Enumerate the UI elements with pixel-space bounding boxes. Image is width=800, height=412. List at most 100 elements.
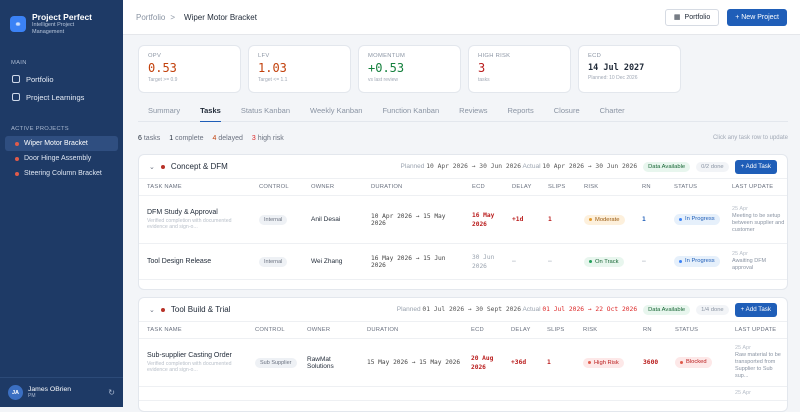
column-header-risk: RISK (583, 327, 598, 333)
user-name: James OBrien (28, 386, 72, 393)
add-task-button[interactable]: + Add Task (734, 302, 777, 317)
last-update-text: Raw material to be transported from Supp… (735, 352, 781, 379)
chevron-down-icon[interactable]: ⌄ (149, 306, 155, 314)
column-header-duration: DURATION (371, 184, 403, 190)
task-duration: 15 May 2026 → 15 May 2026 (367, 359, 461, 366)
summary-tasks: 6 tasks (138, 135, 161, 142)
grid-icon: ▦ (673, 14, 681, 21)
planned-dates: 10 Apr 2026 → 30 Jun 2026 (426, 163, 521, 170)
user-profile[interactable]: JA James OBrien PM ↻ (0, 377, 123, 407)
status-dot-icon (15, 156, 19, 161)
table-cell: In Progress (666, 256, 724, 267)
portfolio-button-label: Portfolio (684, 13, 711, 21)
done-count-badge: 1/4 done (696, 304, 729, 315)
sidebar-project-door-hinge-assembly[interactable]: Door Hinge Assembly (5, 151, 118, 166)
new-project-button[interactable]: + New Project (727, 8, 787, 26)
tab-closure[interactable]: Closure (553, 106, 580, 115)
main-section-label: MAIN (11, 60, 27, 66)
kpi-value: 1.03 (258, 61, 287, 75)
actual-label: Actual (522, 306, 541, 313)
breadcrumb-current: Wiper Motor Bracket (184, 12, 257, 22)
task-ecd: 20 Aug 2026 (471, 354, 494, 371)
column-header-slips: SLIPS (547, 327, 565, 333)
table-header: TASK NAME CONTROL OWNER DURATION ECD DELAY SLI… (139, 179, 787, 196)
tab-summary[interactable]: Summary (148, 106, 181, 115)
column-header-delay: DELAY (512, 184, 532, 190)
kpi-card-lfv: LFV 1.03 Target <= 1.1 (248, 45, 351, 93)
tab-weekly-kanban[interactable]: Weekly Kanban (310, 106, 363, 115)
tab-reviews[interactable]: Reviews (459, 106, 488, 115)
tab-function-kanban[interactable]: Function Kanban (382, 106, 440, 115)
tab-reports[interactable]: Reports (507, 106, 534, 115)
table-cell: Anil Desai (303, 216, 363, 223)
table-cell: Moderate (576, 214, 634, 225)
tab-tasks[interactable]: Tasks (200, 106, 221, 122)
planned-label: Planned (396, 306, 421, 313)
breadcrumb: Portfolio > Wiper Motor Bracket (136, 13, 257, 22)
table-cell: +1d (504, 216, 540, 223)
table-cell: Sub Supplier (247, 357, 299, 368)
planned-dates: 01 Jul 2026 → 30 Sept 2026 (422, 306, 521, 313)
last-update-date: 25 Apr (735, 390, 751, 396)
column-header-duration: DURATION (367, 327, 399, 333)
table-cell: On Track (576, 256, 634, 267)
sidebar: ⚭ Project Perfect Intelligent Project Ma… (0, 0, 123, 407)
table-row[interactable]: DFM Study & Approval Verified completion … (139, 196, 787, 244)
kpi-sub: tasks (478, 77, 490, 83)
table-cell: 15 May 2026 → 15 May 2026 (359, 359, 463, 366)
column-header-status: STATUS (674, 184, 698, 190)
sidebar-project-wiper-motor-bracket[interactable]: Wiper Motor Bracket (5, 136, 118, 151)
kpi-value: 14 Jul 2027 (588, 63, 645, 73)
active-projects-label: ACTIVE PROJECTS (11, 126, 69, 132)
project-label: Door Hinge Assembly (24, 155, 92, 162)
kpi-cards: OPV 0.53 Target >= 0.9 LFV 1.03 Target <= 1.1… (138, 45, 681, 93)
task-delay: +1d (512, 216, 524, 223)
table-cell: Sub-supplier Casting Order Verified compl… (139, 352, 247, 374)
sidebar-item-project-learnings[interactable]: Project Learnings (0, 88, 123, 106)
sidebar-item-label: Project Learnings (26, 92, 85, 102)
phase-dates: Planned 10 Apr 2026 → 30 Jun 2026 Actual… (401, 163, 638, 170)
risk-dot-icon (589, 218, 592, 221)
sidebar-item-portfolio[interactable]: Portfolio (0, 70, 123, 88)
task-name: DFM Study & Approval (147, 208, 218, 216)
table-row[interactable]: 25 Apr (139, 387, 787, 401)
app-tagline: Intelligent Project Management (32, 22, 75, 35)
column-header-risk: RISK (584, 184, 599, 190)
table-cell: In Progress (666, 214, 724, 225)
table-cell: Blocked (667, 357, 727, 368)
topbar: Portfolio > Wiper Motor Bracket ▦ Portfolio… (123, 0, 800, 35)
add-task-button[interactable]: + Add Task (734, 159, 777, 174)
task-rn: 3600 (643, 359, 659, 366)
actual-dates: 01 Jul 2026 → 22 Oct 2026 (542, 306, 638, 313)
sidebar-project-steering-column-bracket[interactable]: Steering Column Bracket (5, 166, 118, 181)
task-duration: 16 May 2026 → 15 Jun 2026 (371, 254, 446, 269)
chevron-down-icon[interactable]: ⌄ (149, 163, 155, 171)
status-label: In Progress (685, 216, 715, 222)
tab-status-kanban[interactable]: Status Kanban (240, 106, 291, 115)
tab-charter[interactable]: Charter (599, 106, 625, 115)
column-header-delay: DELAY (511, 327, 531, 333)
table-cell: Tool Design Release (139, 258, 251, 265)
last-update: 25 Apr Awaiting DFM approval (732, 251, 786, 272)
table-cell: 25 Apr Raw material to be transported fro… (727, 345, 785, 380)
column-header-last-update: LAST UPDATE (732, 184, 774, 190)
brand[interactable]: ⚭ Project Perfect Intelligent Project Ma… (0, 0, 123, 44)
portfolio-button[interactable]: ▦ Portfolio (664, 8, 720, 26)
table-row[interactable]: Tool Design Release Internal Wei Zhang 16 M… (139, 244, 787, 280)
data-available-badge: Data Available (643, 161, 691, 172)
table-row[interactable]: Sub-supplier Casting Order Verified compl… (139, 339, 787, 387)
logout-icon[interactable]: ↻ (108, 388, 115, 397)
status-dot-icon (15, 171, 19, 176)
kpi-sub: Planned: 10 Dec 2026 (588, 75, 638, 81)
project-label: Steering Column Bracket (24, 170, 102, 177)
done-count-badge: 0/2 done (696, 161, 729, 172)
task-delay: +36d (511, 359, 527, 366)
table-cell: Wei Zhang (303, 258, 363, 265)
status-label: Blocked (686, 359, 707, 365)
column-header-ecd: ECD (472, 184, 485, 190)
kpi-label: MOMENTUM (368, 53, 406, 59)
task-name: Sub-supplier Casting Order (147, 351, 232, 359)
task-slips: 1 (547, 359, 551, 366)
table-cell: 25 Apr (727, 390, 785, 397)
breadcrumb-portfolio[interactable]: Portfolio (136, 12, 166, 22)
